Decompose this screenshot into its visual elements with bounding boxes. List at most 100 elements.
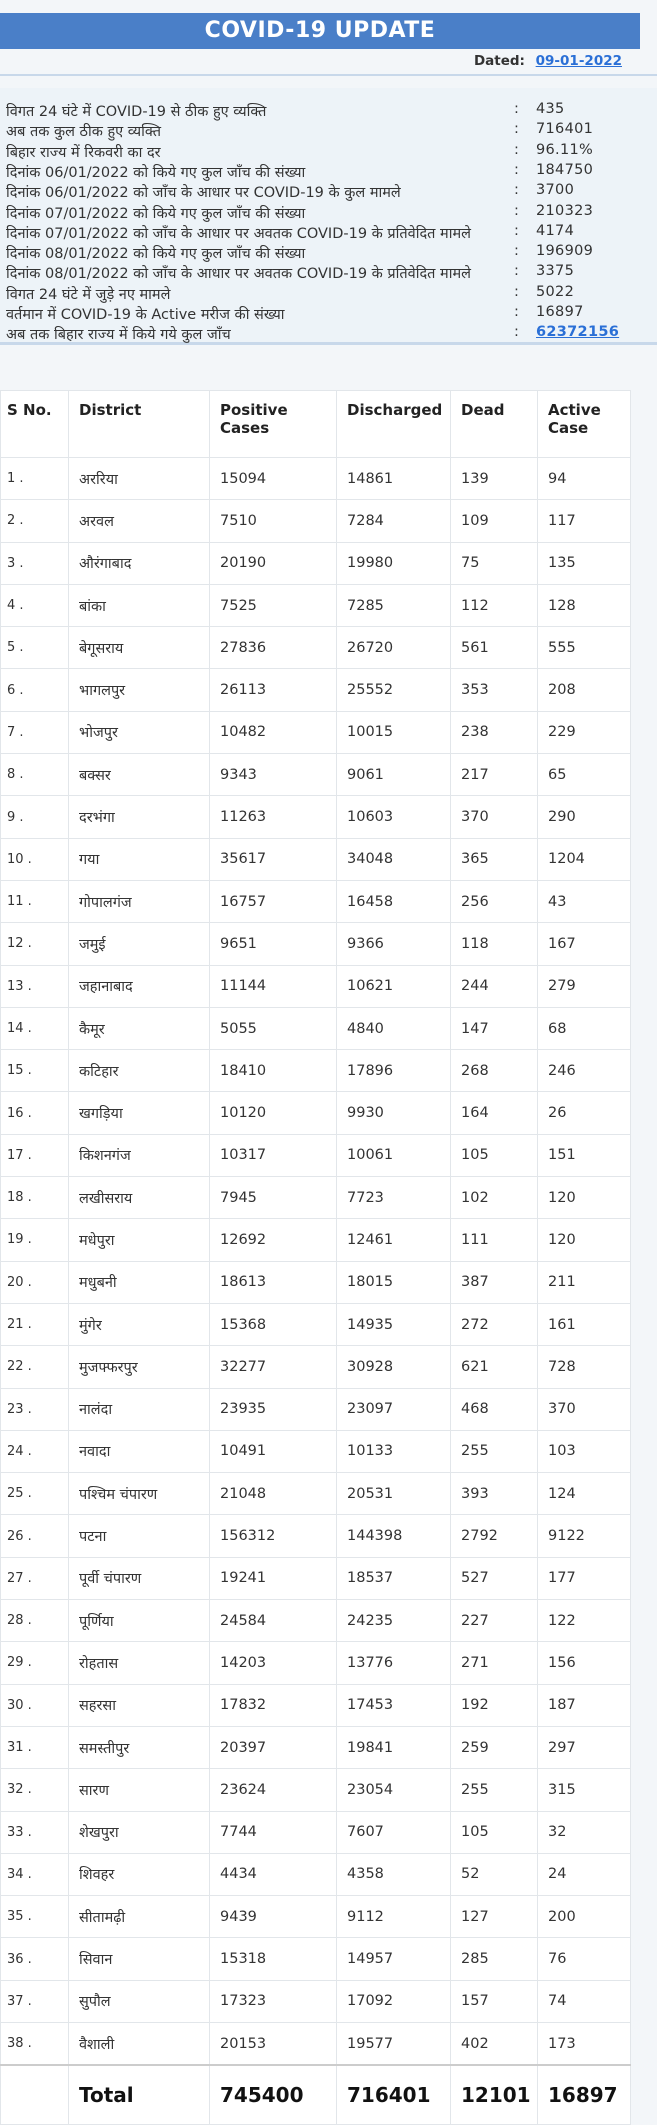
table-row: 9 . दरभंगा 11263 10603 370 290 [0, 795, 631, 839]
cell-district: बांका [68, 583, 210, 628]
cell-positive: 15094 [209, 456, 337, 501]
cell-positive: 24584 [209, 1599, 337, 1643]
summary-label: अब तक कुल ठीक हुए व्यक्ति [6, 124, 161, 141]
cell-positive: 7744 [209, 1810, 337, 1854]
cell-active: 24 [537, 1852, 631, 1897]
cell-dead: 164 [450, 1091, 538, 1135]
cell-positive: 35617 [209, 837, 337, 881]
cell-positive: 20397 [209, 1725, 337, 1770]
table-row: 12 . जमुई 9651 9366 118 167 [0, 922, 631, 966]
cell-discharged: 17092 [336, 1979, 451, 2023]
cell-discharged: 4358 [336, 1852, 451, 1897]
cell-positive: 20153 [209, 2021, 337, 2066]
cell-sno: 14 . [0, 1006, 69, 1051]
cell-discharged: 9061 [336, 753, 451, 797]
cell-district: सारण [68, 1768, 210, 1812]
cell-discharged: 18015 [336, 1260, 451, 1304]
cell-positive: 7525 [209, 583, 337, 628]
summary-row: विगत 24 घंटे में जुड़े नए मामले:5022 [6, 284, 646, 304]
summary-value: 5022 [536, 283, 575, 300]
table-row: 37 . सुपौल 17323 17092 157 74 [0, 1979, 631, 2023]
header-discharged: Discharged [336, 390, 451, 458]
cell-dead: 259 [450, 1725, 538, 1770]
cell-positive: 27836 [209, 626, 337, 670]
cell-discharged: 10015 [336, 710, 451, 755]
cell-discharged: 23097 [336, 1387, 451, 1431]
cell-sno: 18 . [0, 1176, 69, 1220]
cell-active: 279 [537, 964, 631, 1008]
cell-active: 229 [537, 710, 631, 755]
cell-sno: 3 . [0, 541, 69, 585]
cell-discharged: 24235 [336, 1599, 451, 1643]
cell-district: पूर्णिया [68, 1599, 210, 1643]
table-row: 36 . सिवान 15318 14957 285 76 [0, 1937, 631, 1981]
cell-dead: 111 [450, 1218, 538, 1262]
cell-sno: 6 . [0, 668, 69, 712]
cell-dead: 139 [450, 456, 538, 501]
cell-positive: 12692 [209, 1218, 337, 1262]
table-row: 4 . बांका 7525 7285 112 128 [0, 583, 631, 628]
cell-dead: 272 [450, 1302, 538, 1347]
table-row: 23 . नालंदा 23935 23097 468 370 [0, 1387, 631, 1431]
summary-colon: : [514, 263, 519, 280]
cell-positive: 17832 [209, 1683, 337, 1727]
cell-dead: 268 [450, 1049, 538, 1093]
summary-row: दिनांक 06/01/2022 को जाँच के आधार पर COV… [6, 182, 646, 202]
cell-district: शेखपुरा [68, 1810, 210, 1854]
cell-dead: 256 [450, 879, 538, 924]
cell-discharged: 9930 [336, 1091, 451, 1135]
summary-row: अब तक बिहार राज्य में किये गये कुल जाँच:… [6, 324, 646, 344]
cell-dead: 52 [450, 1852, 538, 1897]
summary-value: 96.11% [536, 141, 594, 158]
cell-discharged: 4840 [336, 1006, 451, 1051]
cell-discharged: 20531 [336, 1472, 451, 1516]
cell-district: मधेपुरा [68, 1218, 210, 1262]
cell-discharged: 19841 [336, 1725, 451, 1770]
cell-sno: 36 . [0, 1937, 69, 1981]
total-cell: 745400 [209, 2064, 337, 2125]
cell-active: 151 [537, 1133, 631, 1178]
cell-sno: 11 . [0, 879, 69, 924]
table-row: 28 . पूर्णिया 24584 24235 227 122 [0, 1599, 631, 1643]
summary-row: अब तक कुल ठीक हुए व्यक्ति:716401 [6, 121, 646, 141]
total-cell: 16897 [537, 2064, 631, 2125]
cell-positive: 32277 [209, 1345, 337, 1389]
cell-district: मधुबनी [68, 1260, 210, 1304]
cell-district: नालंदा [68, 1387, 210, 1431]
cell-positive: 16757 [209, 879, 337, 924]
cell-discharged: 7285 [336, 583, 451, 628]
table-row: 30 . सहरसा 17832 17453 192 187 [0, 1683, 631, 1727]
total-tests-link[interactable]: 62372156 [536, 324, 620, 341]
table-row: 38 . वैशाली 20153 19577 402 173 [0, 2021, 631, 2066]
cell-sno: 26 . [0, 1514, 69, 1558]
cell-discharged: 7284 [336, 499, 451, 543]
cell-dead: 105 [450, 1810, 538, 1854]
cell-sno: 38 . [0, 2021, 69, 2066]
table-row: 22 . मुजफ्फरपुर 32277 30928 621 728 [0, 1345, 631, 1389]
dated-value-link[interactable]: 09-01-2022 [535, 53, 622, 69]
cell-dead: 238 [450, 710, 538, 755]
cell-sno: 2 . [0, 499, 69, 543]
cell-active: 124 [537, 1472, 631, 1516]
table-row: 7 . भोजपुर 10482 10015 238 229 [0, 710, 631, 755]
cell-active: 173 [537, 2021, 631, 2066]
cell-district: किशनगंज [68, 1133, 210, 1178]
table-row: 1 . अररिया 15094 14861 139 94 [0, 456, 631, 501]
cell-active: 211 [537, 1260, 631, 1304]
cell-active: 68 [537, 1006, 631, 1051]
cell-active: 315 [537, 1768, 631, 1812]
summary-value: 3375 [536, 263, 575, 280]
summary-label: दिनांक 08/01/2022 को जाँच के आधार पर अवत… [6, 266, 471, 283]
page-title: COVID-19 UPDATE [204, 18, 436, 43]
cell-positive: 7510 [209, 499, 337, 543]
table-row: 35 . सीतामढ़ी 9439 9112 127 200 [0, 1895, 631, 1939]
cell-dead: 387 [450, 1260, 538, 1304]
cell-discharged: 10603 [336, 795, 451, 839]
cell-district: भोजपुर [68, 710, 210, 755]
table-row: 25 . पश्चिम चंपारण 21048 20531 393 124 [0, 1472, 631, 1516]
cell-dead: 561 [450, 626, 538, 670]
cell-positive: 20190 [209, 541, 337, 585]
cell-discharged: 16458 [336, 879, 451, 924]
cell-dead: 118 [450, 922, 538, 966]
cell-active: 128 [537, 583, 631, 628]
